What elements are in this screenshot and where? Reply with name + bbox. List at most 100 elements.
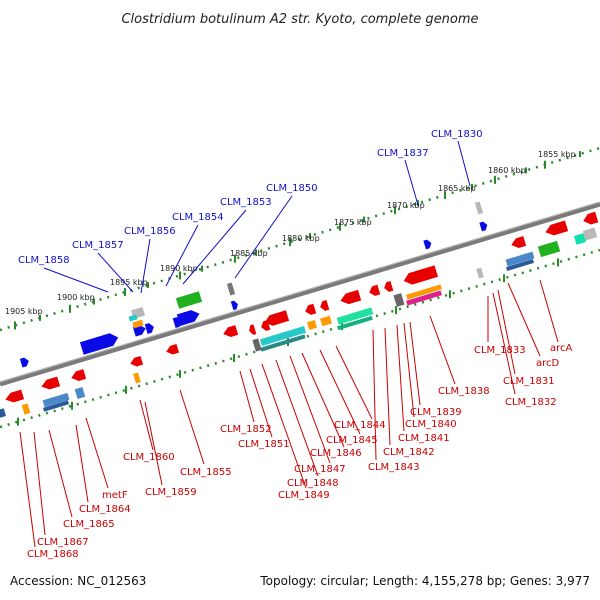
gene-annotation-stripe (21, 403, 31, 415)
kbp-tick-label: 1860 kbp (488, 166, 526, 175)
gene-feature-reverse (166, 343, 180, 355)
gene-feature-reverse (384, 281, 394, 292)
gene-label-bottom: arcD (536, 358, 560, 369)
bottom-label-leader (85, 417, 109, 489)
kbp-scale-labels: 1855 kbp 1860 kbp 1865 kbp 1870 kbp 1875 kbp… (5, 150, 576, 316)
gene-label-bottom: CLM_1864 (79, 504, 131, 515)
gene-feature-reverse (305, 303, 317, 315)
gene-annotation-stripe (132, 319, 144, 329)
top-label-leader (97, 252, 134, 293)
outer-scale-ticks (14, 151, 581, 330)
gene-feature-forward (79, 333, 119, 355)
gene-annotation-stripe (320, 315, 332, 327)
kbp-tick-label: 1875 kbp (334, 218, 372, 227)
gene-feature-forward (474, 201, 484, 215)
gene-label-bottom: CLM_1849 (278, 490, 330, 501)
gene-feature-reverse (130, 355, 144, 367)
gene-label-bottom: CLM_1868 (27, 549, 79, 560)
bottom-label-leader (497, 289, 516, 375)
gene-feature-reverse (41, 376, 61, 390)
gene-label-bottom: CLM_1859 (145, 487, 197, 498)
bottom-label-leader (492, 292, 516, 395)
gene-annotation-stripe (506, 259, 534, 271)
bottom-label-leader (48, 429, 73, 518)
top-label-leader (457, 140, 471, 187)
gene-label-bottom: CLM_1845 (326, 435, 378, 446)
gene-feature-reverse (223, 325, 239, 337)
gene-label-bottom: CLM_1855 (180, 467, 232, 478)
bottom-label-leader (239, 370, 255, 423)
gene-annotation-stripe (259, 325, 307, 347)
gene-features (0, 201, 599, 418)
gene-feature-reverse (264, 310, 290, 326)
gene-label-top: CLM_1857 (72, 240, 124, 251)
accession-text: Accession: NC_012563 (10, 574, 147, 588)
gene-annotation-stripe (582, 227, 598, 241)
gene-label-bottom: CLM_1842 (383, 447, 435, 458)
gene-annotation-stripe (74, 387, 86, 399)
map-title: Clostridium botulinum A2 str. Kyoto, com… (121, 12, 478, 27)
gene-label-bottom: arcA (550, 343, 573, 354)
top-label-leader (234, 195, 293, 279)
gene-annotation-stripe (42, 400, 70, 412)
gene-annotation-stripe (252, 338, 262, 352)
gene-label-top: CLM_1850 (266, 183, 318, 194)
gene-label-top: CLM_1856 (124, 226, 176, 237)
bottom-label-leader (179, 389, 205, 465)
gene-feature-forward (226, 282, 236, 296)
gene-feature-reverse (320, 300, 330, 311)
gene-annotation-stripe (0, 408, 7, 418)
gene-label-bottom: CLM_1841 (398, 433, 450, 444)
gene-label-bottom: CLM_1847 (294, 464, 346, 475)
bottom-label-leader (539, 279, 559, 343)
gene-annotation-stripe (307, 320, 317, 330)
gene-feature-reverse (249, 324, 257, 335)
gene-feature-reverse (511, 236, 527, 248)
gene-label-top: CLM_1858 (18, 255, 70, 266)
gene-feature-forward (144, 323, 154, 334)
kbp-tick-label: 1855 kbp (538, 150, 576, 159)
bottom-label-leader (19, 431, 36, 548)
gene-label-bottom: CLM_1867 (37, 537, 89, 548)
gene-label-bottom: CLM_1843 (368, 462, 420, 473)
gene-label-bottom: CLM_1833 (474, 345, 526, 356)
gene-feature-forward (19, 357, 29, 368)
gene-label-top: CLM_1830 (431, 129, 483, 140)
gene-label-bottom: CLM_1840 (405, 419, 457, 430)
gene-label-bottom: CLM_1860 (123, 452, 175, 463)
gene-annotation-stripe (393, 293, 405, 307)
bottom-label-leader (507, 282, 541, 357)
bottom-label-leader (33, 431, 46, 536)
gene-feature-reverse (369, 284, 381, 296)
bottom-gene-labels: CLM_1833 arcA arcD CLM_1831 CLM_1832 CLM_1838… (27, 343, 573, 560)
kbp-tick-label: 1895 kbp (110, 278, 148, 287)
bottom-label-leader (75, 424, 89, 503)
gene-label-bottom: CLM_1838 (438, 386, 490, 397)
gene-feature-forward (537, 240, 561, 258)
gene-feature-reverse (340, 289, 362, 305)
kbp-tick-label: 1900 kbp (57, 293, 95, 302)
gene-label-top: CLM_1853 (220, 197, 272, 208)
bottom-label-leader (289, 355, 331, 464)
gene-feature-forward (172, 317, 182, 328)
gene-label-bottom: CLM_1848 (287, 478, 339, 489)
top-label-leader (182, 209, 247, 285)
gene-feature-forward (176, 310, 200, 326)
gene-annotation-stripe (573, 233, 587, 245)
gene-feature-reverse (583, 211, 599, 225)
gene-annotation-stripe (505, 251, 535, 267)
gene-annotation-stripe (128, 314, 138, 322)
bottom-label-leader (275, 359, 319, 477)
gene-annotation-stripe (476, 267, 484, 279)
gene-feature-reverse (403, 265, 439, 285)
gene-label-bottom: CLM_1851 (238, 439, 290, 450)
gene-annotation-stripe (133, 372, 141, 384)
gene-label-top: CLM_1837 (377, 148, 429, 159)
gene-label-bottom: CLM_1844 (334, 420, 386, 431)
genome-backbone-highlight (0, 201, 600, 383)
gene-label-bottom: CLM_1831 (503, 376, 555, 387)
gene-annotation-stripe (336, 307, 374, 325)
gene-label-bottom: CLM_1832 (505, 397, 557, 408)
